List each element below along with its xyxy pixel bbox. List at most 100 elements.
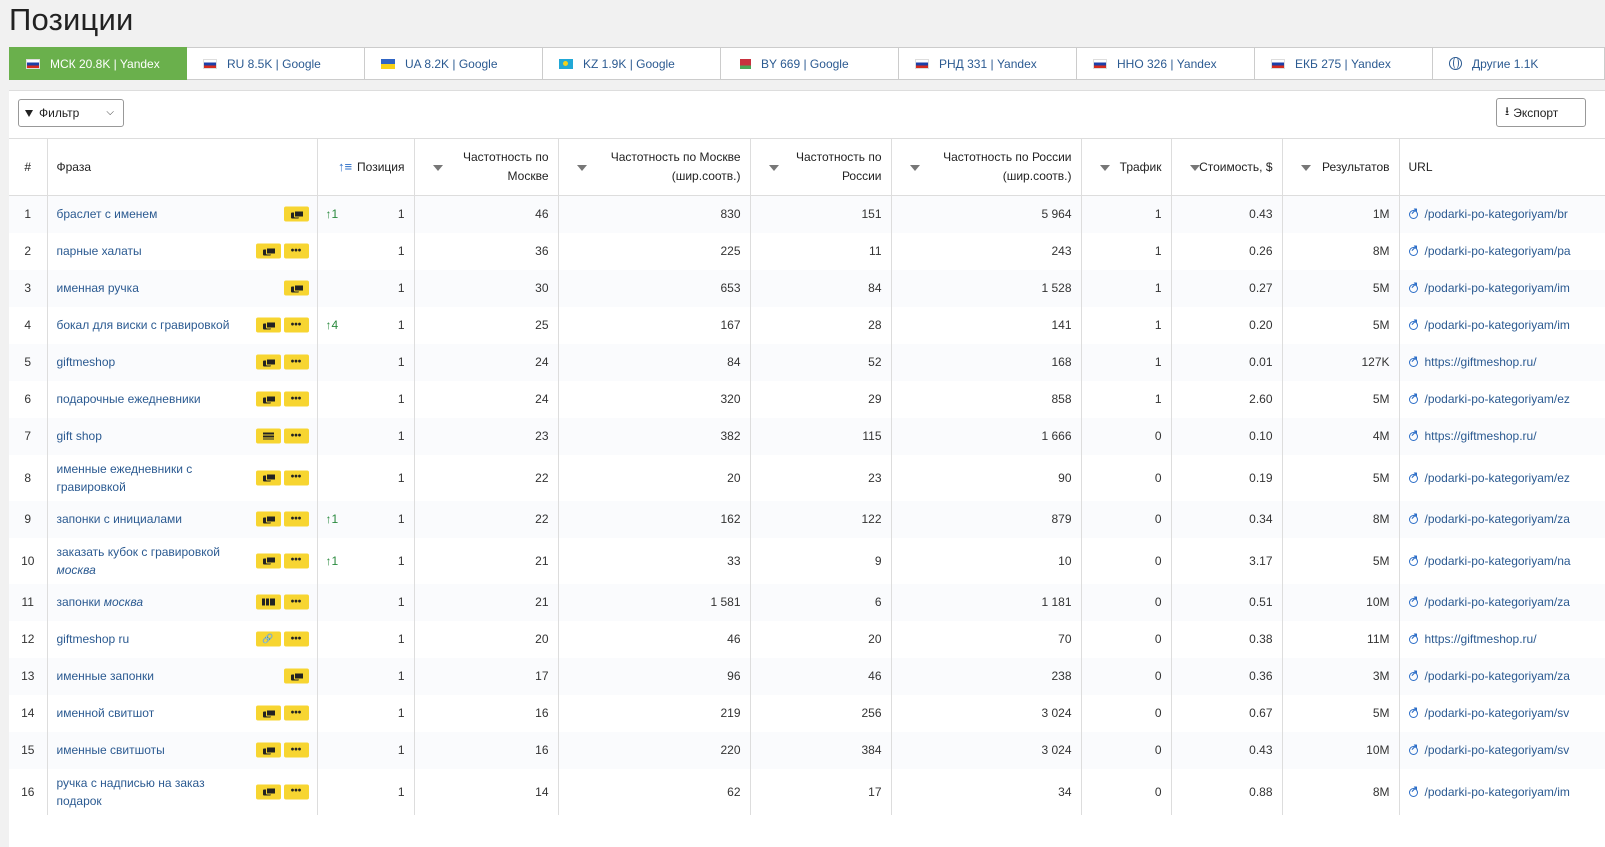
phrase-link[interactable]: подарочные ежедневники [57, 390, 243, 408]
url-cell[interactable]: /podarki-po-kategoriyam/pa [1398, 232, 1605, 270]
more-dots-icon[interactable]: ••• [283, 391, 309, 407]
url-link[interactable]: /podarki-po-kategoriyam/im [1424, 318, 1570, 332]
tab-region[interactable]: МСК 20.8K | Yandex [9, 47, 187, 80]
col-header-phrase[interactable]: Фраза [46, 138, 317, 196]
tab-region[interactable]: RU 8.5K | Google [187, 47, 365, 80]
more-dots-icon[interactable]: ••• [283, 470, 309, 485]
url-link[interactable]: /podarki-po-kategoriyam/ez [1424, 392, 1570, 406]
url-cell[interactable]: https://giftmeshop.ru/ [1398, 620, 1605, 658]
url-cell[interactable]: /podarki-po-kategoriyam/sv [1398, 731, 1605, 769]
chat-bubbles-icon[interactable] [255, 553, 281, 568]
url-link[interactable]: /podarki-po-kategoriyam/im [1424, 784, 1570, 799]
phrase-link[interactable]: giftmeshop ru [57, 630, 243, 648]
filter-button[interactable]: Фильтр ⌵ [18, 99, 124, 127]
url-link[interactable]: https://giftmeshop.ru/ [1424, 632, 1537, 646]
phrase-link[interactable]: gift shop [57, 427, 243, 445]
chat-bubbles-icon[interactable] [255, 354, 281, 370]
phrase-link[interactable]: именные ежедневники с гравировкой [57, 460, 243, 496]
tab-region[interactable]: Другие 1.1K [1433, 47, 1605, 80]
chat-bubbles-icon[interactable] [255, 742, 281, 758]
col-header-position[interactable]: ↑≡ Позиция [316, 138, 414, 196]
tab-region[interactable]: KZ 1.9K | Google [543, 47, 721, 80]
col-header-freq-ru-broad[interactable]: Частотность по России (шир.соотв.) [890, 138, 1081, 196]
phrase-link[interactable]: браслет с именем [57, 205, 243, 223]
col-header-freq-msk[interactable]: Частотность по Москве [413, 138, 558, 196]
chat-bubbles-icon[interactable] [255, 470, 281, 485]
more-dots-icon[interactable]: ••• [283, 553, 309, 568]
chat-bubbles-icon[interactable] [255, 784, 281, 799]
chat-bubbles-icon[interactable] [283, 206, 309, 222]
url-link[interactable]: /podarki-po-kategoriyam/sv [1424, 743, 1570, 757]
url-cell[interactable]: /podarki-po-kategoriyam/sv [1398, 694, 1605, 732]
more-dots-icon[interactable]: ••• [283, 428, 309, 444]
col-header-cost[interactable]: Стоимость, $ [1170, 138, 1282, 196]
chat-bubbles-icon[interactable] [255, 317, 281, 333]
link-icon[interactable]: 🔗 [255, 631, 281, 647]
url-cell[interactable]: /podarki-po-kategoriyam/za [1398, 657, 1605, 695]
url-cell[interactable]: /podarki-po-kategoriyam/ez [1398, 380, 1605, 418]
url-link[interactable]: /podarki-po-kategoriyam/pa [1424, 244, 1571, 258]
url-link[interactable]: /podarki-po-kategoriyam/za [1424, 512, 1570, 526]
text-lines-icon[interactable] [255, 428, 281, 444]
url-link[interactable]: /podarki-po-kategoriyam/za [1424, 595, 1570, 609]
col-header-freq-ru[interactable]: Частотность по России [749, 138, 891, 196]
url-link[interactable]: /podarki-po-kategoriyam/na [1424, 553, 1571, 568]
url-link[interactable]: https://giftmeshop.ru/ [1424, 355, 1537, 369]
url-cell[interactable]: /podarki-po-kategoriyam/im [1398, 768, 1605, 815]
chat-bubbles-icon[interactable] [255, 391, 281, 407]
url-cell[interactable]: /podarki-po-kategoriyam/im [1398, 269, 1605, 307]
tab-region[interactable]: РНД 331 | Yandex [899, 47, 1077, 80]
more-dots-icon[interactable]: ••• [283, 594, 309, 610]
phrase-link[interactable]: запонки москва [57, 593, 243, 611]
export-button[interactable]: ⭳ Экспорт [1496, 98, 1586, 127]
url-cell[interactable]: https://giftmeshop.ru/ [1398, 417, 1605, 455]
tab-region[interactable]: ЕКБ 275 | Yandex [1255, 47, 1433, 80]
url-link[interactable]: /podarki-po-kategoriyam/ez [1424, 470, 1570, 485]
chat-bubbles-icon[interactable] [255, 705, 281, 721]
url-cell[interactable]: /podarki-po-kategoriyam/za [1398, 583, 1605, 621]
phrase-link[interactable]: именные запонки [57, 667, 243, 685]
phrase-link[interactable]: именной свитшот [57, 704, 243, 722]
col-header-traffic[interactable]: Трафик [1080, 138, 1171, 196]
tab-region[interactable]: ННО 326 | Yandex [1077, 47, 1255, 80]
phrase-link[interactable]: именная ручка [57, 279, 243, 297]
url-link[interactable]: /podarki-po-kategoriyam/sv [1424, 706, 1570, 720]
col-header-freq-msk-broad[interactable]: Частотность по Москве (шир.соотв.) [557, 138, 750, 196]
phrase-link[interactable]: ручка с надписью на заказ подарок [57, 774, 243, 810]
sort-arrow-icon [909, 165, 920, 171]
cell-traffic: 0 [1080, 657, 1171, 695]
more-dots-icon[interactable]: ••• [283, 317, 309, 333]
url-cell[interactable]: /podarki-po-kategoriyam/za [1398, 500, 1605, 538]
phrase-link[interactable]: бокал для виски с гравировкой [57, 316, 243, 334]
cell-results: 8M [1281, 500, 1399, 538]
phrase-link[interactable]: запонки с инициалами [57, 510, 243, 528]
url-link[interactable]: /podarki-po-kategoriyam/im [1424, 281, 1570, 295]
phrase-link[interactable]: парные халаты [57, 242, 243, 260]
phrase-link[interactable]: именные свитшоты [57, 741, 243, 759]
more-dots-icon[interactable]: ••• [283, 511, 309, 527]
more-dots-icon[interactable]: ••• [283, 784, 309, 799]
tab-region[interactable]: BY 669 | Google [721, 47, 899, 80]
url-cell[interactable]: /podarki-po-kategoriyam/im [1398, 306, 1605, 344]
phrase-link[interactable]: giftmeshop [57, 353, 243, 371]
url-cell[interactable]: /podarki-po-kategoriyam/ez [1398, 454, 1605, 501]
chat-bubbles-icon[interactable] [283, 668, 309, 684]
more-dots-icon[interactable]: ••• [283, 705, 309, 721]
url-cell[interactable]: /podarki-po-kategoriyam/na [1398, 537, 1605, 584]
phrase-link[interactable]: заказать кубок с гравировкой москва [57, 543, 243, 579]
more-dots-icon[interactable]: ••• [283, 354, 309, 370]
url-link[interactable]: /podarki-po-kategoriyam/za [1424, 669, 1570, 683]
more-dots-icon[interactable]: ••• [283, 631, 309, 647]
blocks-icon[interactable] [255, 594, 281, 610]
more-dots-icon[interactable]: ••• [283, 243, 309, 259]
chat-bubbles-icon[interactable] [255, 243, 281, 259]
url-cell[interactable]: https://giftmeshop.ru/ [1398, 343, 1605, 381]
url-cell[interactable]: /podarki-po-kategoriyam/br [1398, 195, 1605, 233]
url-link[interactable]: https://giftmeshop.ru/ [1424, 429, 1537, 443]
chat-bubbles-icon[interactable] [283, 280, 309, 296]
col-header-results[interactable]: Результатов [1281, 138, 1399, 196]
more-dots-icon[interactable]: ••• [283, 742, 309, 758]
chat-bubbles-icon[interactable] [255, 511, 281, 527]
url-link[interactable]: /podarki-po-kategoriyam/br [1424, 207, 1568, 222]
tab-region[interactable]: UA 8.2K | Google [365, 47, 543, 80]
